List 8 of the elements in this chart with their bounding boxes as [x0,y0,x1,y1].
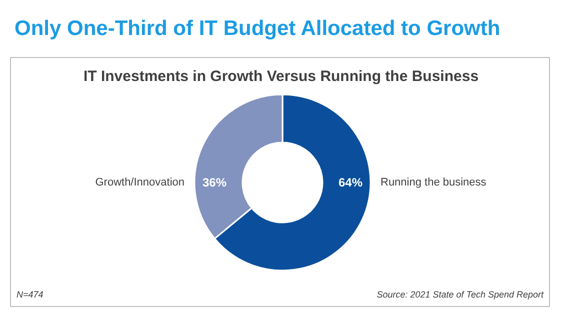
source-note: Source: 2021 State of Tech Spend Report [376,290,544,300]
slice-label: Running the business [380,176,487,188]
chart-title: Only One-Third of IT Budget Allocated to Growth [14,17,500,40]
data-label: 36% [202,176,227,190]
slice-label: Growth/Innovation [95,176,185,188]
chart-subtitle: IT Investments in Growth Versus Running the Business [83,68,479,85]
text: N=474 [16,290,44,300]
data-label: 64% [338,176,363,190]
